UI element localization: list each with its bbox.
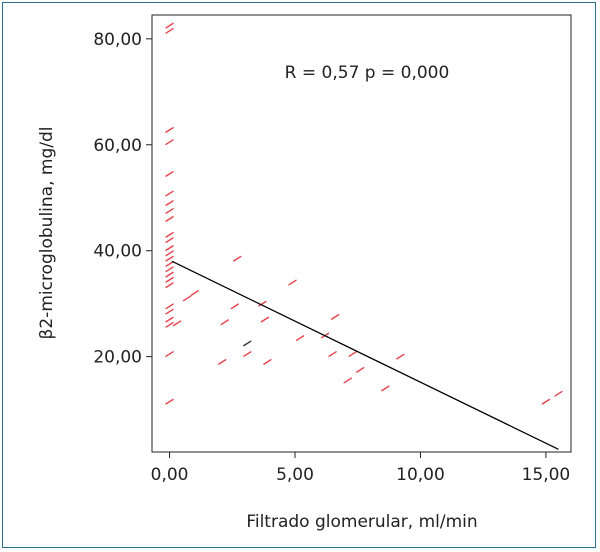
data-point	[165, 27, 174, 34]
data-points	[165, 22, 563, 405]
data-point	[381, 385, 390, 392]
correlation-annotation: R = 0,57 p = 0,000	[285, 63, 450, 83]
data-point	[258, 300, 267, 307]
data-point	[288, 279, 297, 286]
data-point	[165, 261, 174, 267]
data-point	[396, 353, 405, 360]
x-tick-label: 0,00	[151, 465, 189, 485]
data-point	[165, 22, 174, 29]
data-point	[554, 390, 563, 397]
data-point	[165, 351, 174, 357]
data-point	[165, 398, 174, 405]
data-point	[348, 351, 357, 357]
data-point	[230, 303, 239, 310]
y-tick-label: 60,00	[93, 136, 142, 156]
data-point	[165, 303, 174, 310]
data-point	[165, 255, 174, 262]
data-point	[165, 276, 174, 283]
data-point	[165, 316, 174, 323]
data-point	[165, 237, 174, 244]
y-tick-label: 40,00	[93, 242, 142, 262]
y-tick-label: 20,00	[93, 348, 142, 368]
data-point	[165, 282, 174, 289]
data-point	[165, 321, 174, 328]
data-point	[295, 335, 305, 342]
regression-line	[171, 260, 559, 450]
data-point	[190, 290, 199, 296]
data-point	[165, 245, 174, 251]
x-tick-label: 15,00	[522, 465, 571, 485]
data-point	[165, 139, 174, 146]
regression-line-group	[171, 260, 559, 450]
data-point	[165, 216, 174, 222]
data-point	[165, 250, 174, 257]
data-point	[343, 377, 352, 384]
y-tick-label: 80,00	[93, 30, 142, 50]
data-point	[182, 295, 192, 302]
data-point	[165, 266, 174, 273]
data-point	[330, 314, 340, 320]
data-point	[165, 200, 174, 206]
data-point	[263, 359, 272, 365]
data-point	[356, 366, 365, 373]
data-point	[165, 308, 174, 315]
data-point	[165, 208, 174, 214]
data-point	[220, 319, 229, 326]
data-point	[165, 231, 174, 238]
data-point	[165, 190, 174, 197]
x-tick-label: 5,00	[276, 465, 314, 485]
data-point	[541, 398, 551, 405]
plot-area	[151, 14, 572, 453]
data-point	[243, 351, 252, 357]
highlight-data-point	[243, 340, 252, 347]
x-tick-label: 10,00	[396, 465, 445, 485]
x-axis-title: Filtrado glomerular, ml/min	[246, 512, 477, 532]
data-point	[218, 359, 227, 365]
data-point	[328, 351, 337, 357]
data-point	[165, 171, 174, 177]
axis-ticks: 0,00 5,00 10,00 15,00 20,00 40,00 60,00 80,00	[93, 30, 570, 485]
y-axis-title: β2-microglobulina, mg/dl	[37, 127, 57, 340]
data-point	[165, 127, 174, 133]
data-point	[165, 271, 174, 278]
data-point	[260, 316, 270, 323]
data-point	[172, 320, 182, 327]
data-point	[233, 255, 242, 262]
